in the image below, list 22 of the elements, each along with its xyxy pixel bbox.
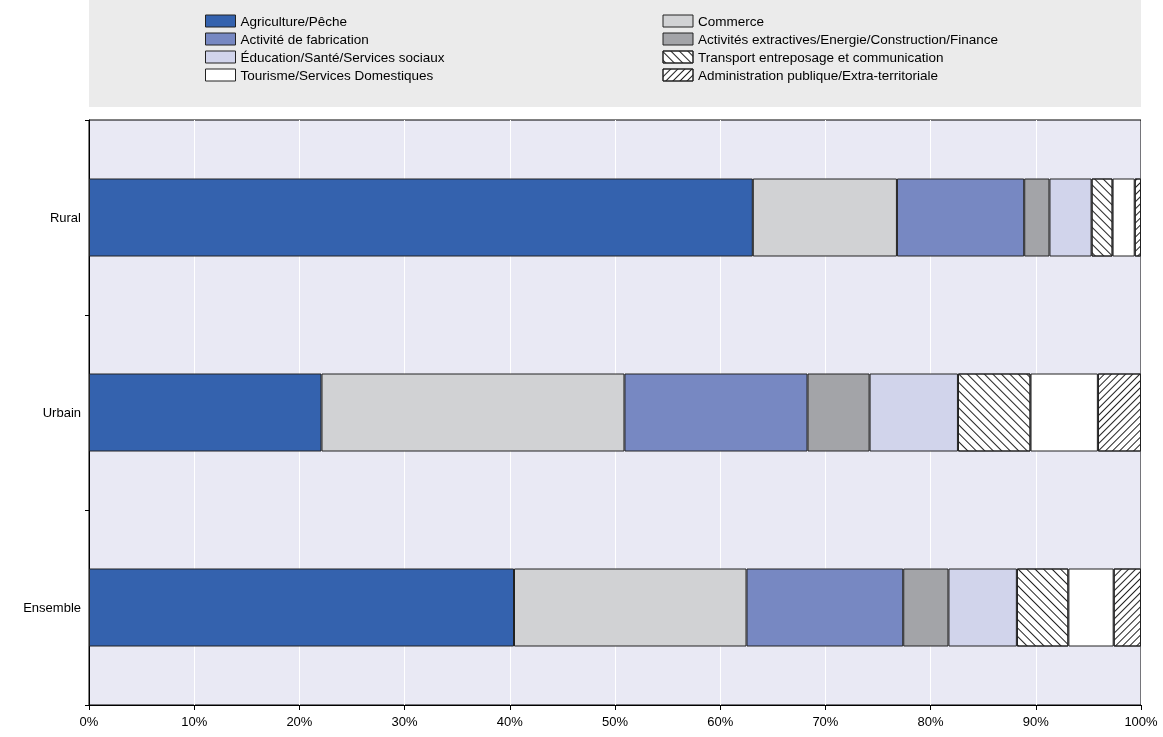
legend-label: Transport entreposage et communication	[698, 49, 944, 65]
x-tick-label: 60%	[707, 714, 734, 729]
y-tick-label: Ensemble	[23, 600, 81, 615]
legend-label: Activité de fabrication	[240, 31, 369, 47]
x-tick-label: 100%	[1124, 714, 1159, 729]
x-tick-label: 90%	[1022, 714, 1050, 729]
legend-label: Tourisme/Services Domestiques	[240, 67, 434, 83]
x-tick-label: 10%	[181, 714, 208, 729]
y-tick-label: Rural	[49, 210, 82, 225]
legend-label: Activités extractives/Energie/Construction/Finance	[698, 31, 999, 47]
x-tick-label: 70%	[812, 714, 839, 729]
legend-label: Agriculture/Pêche	[240, 13, 348, 29]
legend-label: Administration publique/Extra-territoriale	[698, 67, 939, 83]
y-tick-label: Urbain	[42, 405, 81, 420]
legend-label: Commerce	[698, 13, 765, 29]
x-tick-label: 0%	[79, 714, 99, 729]
legend-label: Éducation/Santé/Services sociaux	[240, 49, 445, 65]
x-tick-label: 20%	[286, 714, 313, 729]
x-tick-label: 50%	[601, 714, 629, 729]
x-tick-label: 30%	[391, 714, 419, 729]
x-tick-label: 40%	[496, 714, 524, 729]
x-tick-label: 80%	[917, 714, 945, 729]
